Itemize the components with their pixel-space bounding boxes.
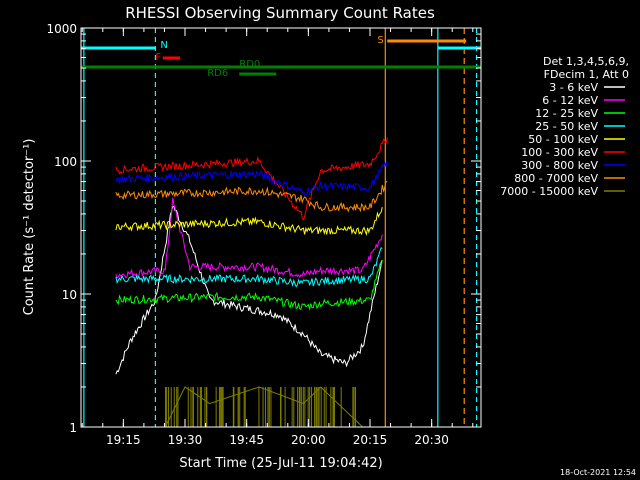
x-tick-label: 20:00 <box>291 433 326 447</box>
state-bar-label: N <box>160 40 167 51</box>
y-tick-label: 10 <box>62 288 77 302</box>
x-tick-label: 19:45 <box>229 433 264 447</box>
legend-entry-label: 50 - 100 keV <box>528 133 598 146</box>
plot-frame <box>80 27 482 428</box>
y-tick-label: 1 <box>69 421 77 435</box>
y-tick-label: 1000 <box>46 22 77 36</box>
series-line <box>115 160 388 196</box>
x-tick-label: 19:30 <box>168 433 203 447</box>
legend-entry-label: 800 - 7000 keV <box>514 172 598 185</box>
state-bar-label: F <box>155 52 161 63</box>
timestamp: 18-Oct-2021 12:54 <box>560 468 636 477</box>
series-line <box>115 205 383 375</box>
series-line <box>115 197 383 279</box>
legend: Det 1,3,4,5,6,9,FDecim 1, Att 03 - 6 keV… <box>500 55 629 198</box>
legend-entry-label: 7000 - 15000 keV <box>500 185 598 198</box>
legend-entry-label: 6 - 12 keV <box>542 94 598 107</box>
legend-entry-label: 100 - 300 keV <box>521 146 598 159</box>
x-tick-label: 20:15 <box>353 433 388 447</box>
y-tick-label: 100 <box>54 155 77 169</box>
series-line <box>115 259 383 311</box>
state-bar-label: RD0 <box>239 59 260 70</box>
legend-header-line: FDecim 1, Att 0 <box>544 68 629 81</box>
series-line <box>115 206 383 237</box>
y-axis-label: Count Rate (s⁻¹ detector⁻¹) <box>22 139 37 316</box>
series-line <box>115 137 388 221</box>
legend-header-line: Det 1,3,4,5,6,9, <box>543 55 629 68</box>
legend-entry-label: 3 - 6 keV <box>549 81 598 94</box>
x-tick-label: 19:15 <box>106 433 141 447</box>
series-line <box>115 247 383 288</box>
x-tick-label: 20:30 <box>414 433 449 447</box>
state-bar-label: S <box>377 35 383 46</box>
legend-entry-label: 25 - 50 keV <box>535 120 598 133</box>
series-line <box>115 181 388 213</box>
x-axis-label: Start Time (25-Jul-11 19:04:42) <box>179 456 382 471</box>
chart-title: RHESSI Observing Summary Count Rates <box>125 4 435 22</box>
state-bar-label: RD6 <box>207 68 228 79</box>
legend-entry-label: 12 - 25 keV <box>535 107 598 120</box>
tick-group: 19:15 19:30 19:45 20:00 20:15 20:30 1 10 100 1000 <box>46 22 481 447</box>
legend-entry-label: 300 - 800 keV <box>521 159 598 172</box>
